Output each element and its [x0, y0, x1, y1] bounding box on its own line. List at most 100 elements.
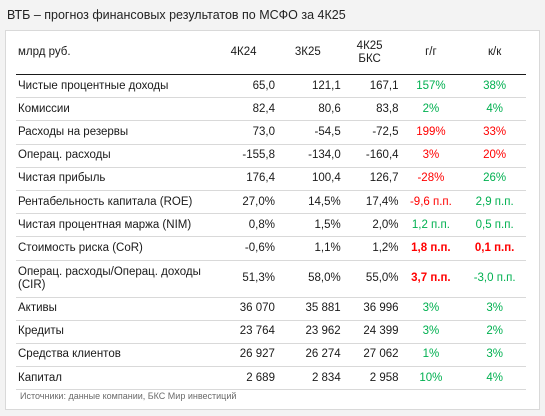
- change-qoq: 4%: [463, 366, 526, 391]
- value-4q25-bcs: 24 399: [340, 320, 399, 344]
- change-qoq: -3,0 п.п.: [463, 260, 526, 298]
- table-row: Активы 36 070 35 881 36 996 3% 3%: [16, 297, 526, 321]
- row-label: Чистая процентная маржа (NIM): [16, 213, 213, 238]
- table-row: Операц. расходы -155,8 -134,0 -160,4 3% 20%: [16, 144, 526, 168]
- value-3q25: 35 881: [274, 297, 341, 321]
- table-row: Стоимость риска (CoR) -0,6% 1,1% 1,2% 1,8 п.…: [16, 236, 526, 261]
- row-label: Капитал: [16, 366, 213, 391]
- row-label: Расходы на резервы: [16, 120, 213, 145]
- value-3q25: -134,0: [274, 144, 341, 168]
- table-row: Чистая процентная маржа (NIM) 0,8% 1,5% 2,0…: [16, 213, 526, 238]
- value-3q25: 121,1: [274, 74, 341, 99]
- change-qoq: 0,1 п.п.: [463, 236, 526, 261]
- value-4q24: -0,6%: [212, 236, 275, 261]
- change-yoy: 3%: [398, 320, 464, 344]
- value-4q24: 27,0%: [212, 190, 275, 215]
- value-4q24: 176,4: [212, 167, 275, 191]
- value-4q25-bcs: 27 062: [340, 343, 399, 368]
- value-3q25: -54,5: [274, 120, 341, 145]
- change-yoy: 1%: [398, 343, 464, 368]
- table-row: Операц. расходы/Операц. доходы (CIR) 51,3…: [16, 260, 526, 298]
- page-title: ВТБ – прогноз финансовых результатов по …: [7, 8, 346, 22]
- table-body: Чистые процентные доходы 65,0 121,1 167,1 15…: [16, 74, 526, 391]
- value-4q24: 36 070: [212, 297, 275, 321]
- table-row: Рентабельность капитала (ROE) 27,0% 14,5% 1…: [16, 190, 526, 215]
- source-note: Источники: данные компании, БКС Мир инве…: [20, 391, 237, 401]
- forecast-table-card: млрд руб. 4К24 3К25 4К25 БКС г/г к/к Чист…: [5, 30, 540, 410]
- value-4q24: 51,3%: [212, 260, 275, 298]
- value-4q25-bcs: -160,4: [340, 144, 399, 168]
- forecast-table: млрд руб. 4К24 3К25 4К25 БКС г/г к/к Чист…: [16, 31, 526, 391]
- value-3q25: 1,1%: [274, 236, 341, 261]
- value-3q25: 2 834: [274, 366, 341, 391]
- table-row: Комиссии 82,4 80,6 83,8 2% 4%: [16, 97, 526, 122]
- change-yoy: 2%: [398, 97, 464, 122]
- value-4q24: -155,8: [212, 144, 275, 168]
- row-label: Чистая прибыль: [16, 167, 213, 191]
- row-label: Рентабельность капитала (ROE): [16, 190, 213, 215]
- change-qoq: 20%: [463, 144, 526, 168]
- value-4q25-bcs: -72,5: [340, 120, 399, 145]
- change-yoy: 3%: [398, 144, 464, 168]
- value-4q24: 23 764: [212, 320, 275, 344]
- value-4q25-bcs: 126,7: [340, 167, 399, 191]
- change-yoy: 199%: [398, 120, 464, 145]
- value-4q25-bcs: 1,2%: [340, 236, 399, 261]
- value-4q25-bcs: 17,4%: [340, 190, 399, 215]
- change-qoq: 2%: [463, 320, 526, 344]
- change-yoy: -28%: [398, 167, 464, 191]
- header-units: млрд руб.: [16, 31, 213, 75]
- row-label: Операц. расходы/Операц. доходы (CIR): [16, 260, 213, 298]
- value-3q25: 58,0%: [274, 260, 341, 298]
- change-qoq: 4%: [463, 97, 526, 122]
- row-label: Активы: [16, 297, 213, 321]
- value-4q24: 82,4: [212, 97, 275, 122]
- value-4q24: 26 927: [212, 343, 275, 368]
- value-4q25-bcs: 167,1: [340, 74, 399, 99]
- header-4q25-bcs-line: 4К25: [356, 39, 383, 52]
- change-yoy: 1,8 п.п.: [398, 236, 464, 261]
- table-row: Средства клиентов 26 927 26 274 27 062 1% 3%: [16, 343, 526, 368]
- value-4q24: 65,0: [212, 74, 275, 99]
- value-4q24: 0,8%: [212, 213, 275, 238]
- table-row: Расходы на резервы 73,0 -54,5 -72,5 199% 33%: [16, 120, 526, 145]
- table-row: Чистые процентные доходы 65,0 121,1 167,1 15…: [16, 74, 526, 99]
- header-3q25: 3К25: [274, 31, 341, 75]
- change-yoy: 10%: [398, 366, 464, 391]
- change-qoq: 3%: [463, 343, 526, 368]
- change-yoy: 3%: [398, 297, 464, 321]
- change-qoq: 26%: [463, 167, 526, 191]
- change-qoq: 38%: [463, 74, 526, 99]
- value-3q25: 100,4: [274, 167, 341, 191]
- value-3q25: 14,5%: [274, 190, 341, 215]
- row-label: Средства клиентов: [16, 343, 213, 368]
- table-row: Кредиты 23 764 23 962 24 399 3% 2%: [16, 320, 526, 344]
- value-4q25-bcs: 2,0%: [340, 213, 399, 238]
- value-4q25-bcs: 36 996: [340, 297, 399, 321]
- row-label: Чистые процентные доходы: [16, 74, 213, 99]
- value-4q25-bcs: 55,0%: [340, 260, 399, 298]
- header-4q25-bcs: 4К25 БКС: [340, 31, 399, 75]
- value-3q25: 80,6: [274, 97, 341, 122]
- header-yoy: г/г: [398, 31, 464, 75]
- change-qoq: 0,5 п.п.: [463, 213, 526, 238]
- value-3q25: 26 274: [274, 343, 341, 368]
- change-qoq: 2,9 п.п.: [463, 190, 526, 215]
- row-label: Комиссии: [16, 97, 213, 122]
- table-row: Чистая прибыль 176,4 100,4 126,7 -28% 26%: [16, 167, 526, 191]
- change-yoy: -9,6 п.п.: [398, 190, 464, 215]
- value-3q25: 23 962: [274, 320, 341, 344]
- header-4q25-bcs-line: БКС: [358, 52, 381, 65]
- change-yoy: 1,2 п.п.: [398, 213, 464, 238]
- header-4q24: 4К24: [212, 31, 275, 75]
- change-qoq: 3%: [463, 297, 526, 321]
- value-4q24: 2 689: [212, 366, 275, 391]
- row-label: Стоимость риска (CoR): [16, 236, 213, 261]
- change-yoy: 157%: [398, 74, 464, 99]
- value-4q25-bcs: 2 958: [340, 366, 399, 391]
- table-header-row: млрд руб. 4К24 3К25 4К25 БКС г/г к/к: [16, 31, 526, 75]
- header-qoq: к/к: [463, 31, 526, 75]
- change-qoq: 33%: [463, 120, 526, 145]
- table-row: Капитал 2 689 2 834 2 958 10% 4%: [16, 366, 526, 391]
- value-4q25-bcs: 83,8: [340, 97, 399, 122]
